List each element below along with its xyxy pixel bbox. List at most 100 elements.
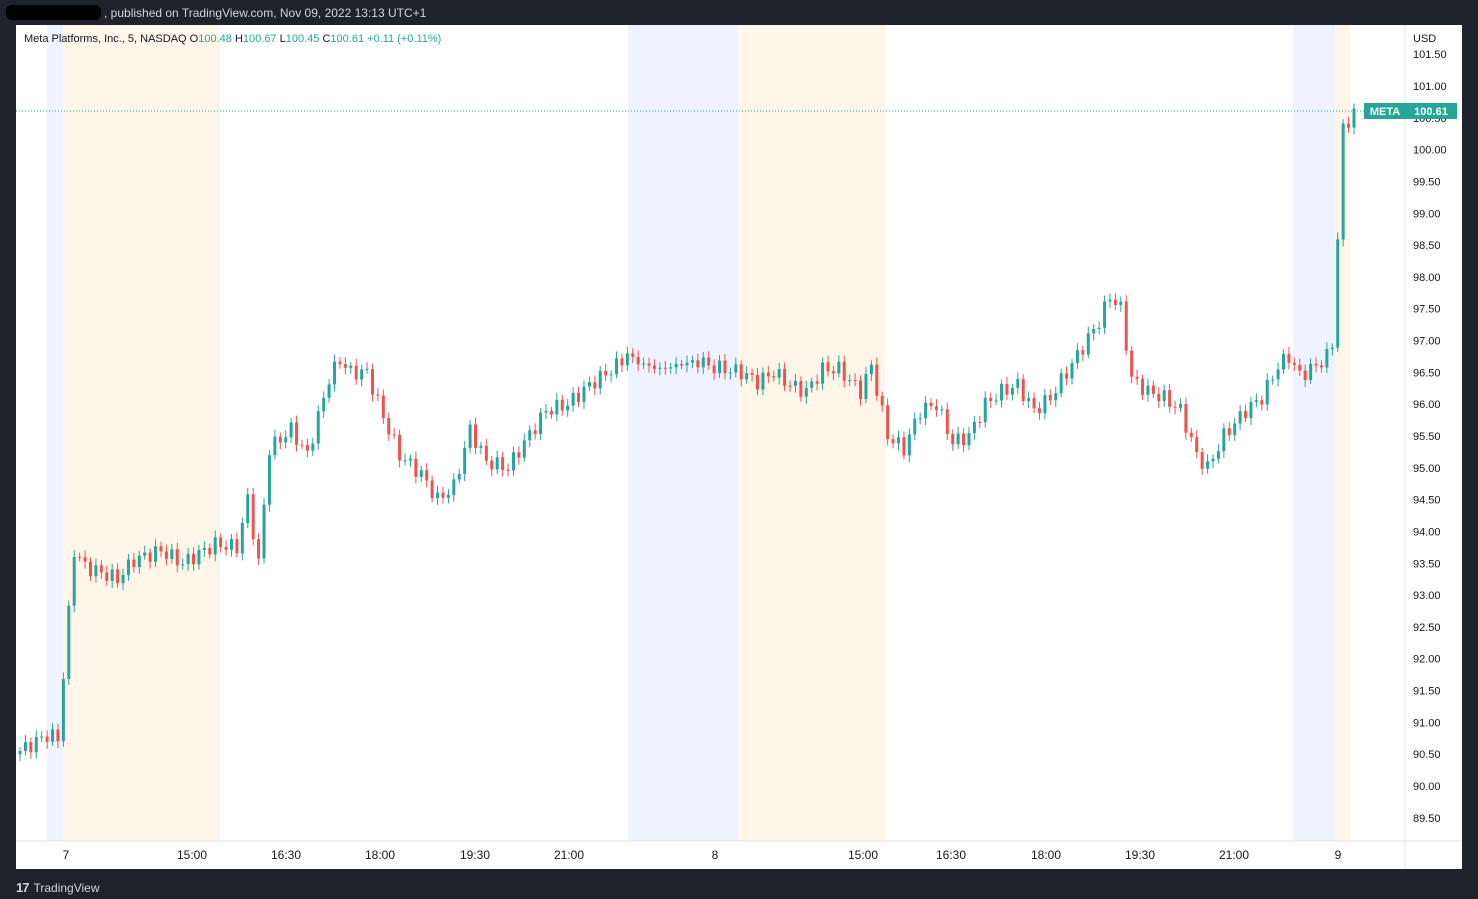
y-tick-label: 90.00 (1413, 781, 1441, 793)
candle (419, 465, 423, 482)
candle (1086, 326, 1090, 359)
x-tick-label: 9 (1335, 848, 1342, 862)
candle (772, 370, 776, 382)
candle (745, 366, 749, 384)
session-band-afterhours (63, 25, 220, 841)
y-tick-label: 96.00 (1413, 399, 1441, 411)
candle (642, 357, 646, 370)
symbol-title: Meta Platforms, Inc., 5, NASDAQ (24, 33, 187, 45)
candle (484, 438, 488, 466)
candle (674, 356, 678, 375)
candle (1027, 391, 1031, 409)
candle (1103, 295, 1107, 334)
candle (1005, 376, 1009, 401)
candle (148, 548, 152, 569)
candle (1260, 395, 1264, 411)
session-band-premarket (1293, 25, 1335, 841)
y-tick-label: 90.50 (1413, 749, 1441, 761)
candle (300, 439, 304, 449)
candle (1282, 349, 1286, 375)
candle (154, 539, 158, 568)
candle (669, 362, 673, 374)
candle (1065, 366, 1069, 386)
candle (343, 357, 347, 375)
candle (896, 430, 900, 451)
candle (1097, 321, 1101, 335)
candle (625, 346, 629, 371)
candle (577, 386, 581, 407)
candle (761, 367, 765, 395)
candle (549, 406, 553, 419)
candle (837, 355, 841, 378)
candle (197, 544, 201, 570)
candle (181, 558, 185, 570)
candle (734, 357, 738, 378)
candle (170, 543, 174, 564)
brand-name: TradingView (33, 880, 100, 895)
candle (1157, 387, 1161, 409)
candle (192, 547, 196, 571)
candle (528, 425, 532, 448)
candle (945, 402, 949, 441)
candle (511, 446, 515, 476)
candle (788, 380, 792, 393)
session-band-afterhours (738, 25, 885, 841)
candle (381, 389, 385, 425)
candle (365, 362, 369, 374)
candle (425, 463, 429, 488)
candle (1113, 293, 1117, 310)
time-axis[interactable]: 7 15:00 16:30 18:00 19:30 21:00 8 15:00 16:30 18:… (16, 840, 1462, 862)
candle (208, 543, 212, 559)
candle (105, 565, 109, 586)
candle (913, 412, 917, 441)
candle (360, 364, 364, 387)
candle (593, 375, 597, 396)
candle (18, 747, 22, 762)
x-tick-label: 15:00 (848, 848, 878, 862)
published-text: , published on TradingView.com, Nov 09, … (104, 6, 427, 20)
candle (1330, 343, 1334, 356)
x-tick-label: 21:00 (554, 848, 584, 862)
candle (34, 730, 38, 759)
candle (615, 351, 619, 379)
currency-label: USD (1413, 33, 1436, 45)
candle (29, 737, 33, 759)
y-tick-label: 100.00 (1413, 145, 1447, 157)
candle (94, 558, 98, 583)
candle (495, 450, 499, 474)
candle (821, 357, 825, 390)
y-tick-label: 99.50 (1413, 176, 1441, 188)
tradingview-brand[interactable]: 17 TradingView (16, 880, 100, 895)
tradingview-logo-icon: 17 (16, 880, 30, 895)
candle (1108, 293, 1112, 308)
low-value: 100.45 (285, 33, 320, 45)
candle (777, 362, 781, 385)
candle (126, 554, 130, 581)
chart-frame[interactable]: USD 101.50101.00100.50100.0099.5099.0098… (16, 25, 1462, 869)
symbol-price-tag: META 100.61 (1364, 103, 1457, 119)
open-value: 100.48 (198, 33, 232, 45)
candle (891, 434, 895, 449)
candle (1184, 397, 1188, 440)
candle (902, 431, 906, 460)
candle (387, 412, 391, 442)
candle (202, 541, 206, 557)
candle (311, 437, 315, 456)
price-axis[interactable]: USD 101.50101.00100.50100.0099.5099.0098… (1404, 25, 1462, 869)
candle (533, 423, 537, 440)
session-band-premarket (47, 25, 63, 841)
candle (1347, 116, 1351, 133)
x-tick-label: 19:30 (1125, 848, 1155, 862)
candlestick-chart[interactable]: USD 101.50101.00100.50100.0099.5099.0098… (16, 25, 1462, 869)
candle (1216, 444, 1220, 464)
x-tick-label: 18:00 (365, 848, 395, 862)
candle (1292, 357, 1296, 372)
close-label: C (322, 33, 331, 45)
candle (1054, 386, 1058, 408)
candle (831, 365, 835, 381)
candle (728, 367, 732, 380)
candle (1271, 375, 1275, 385)
candle (853, 373, 857, 387)
candle (864, 367, 868, 404)
candle (1168, 383, 1172, 413)
